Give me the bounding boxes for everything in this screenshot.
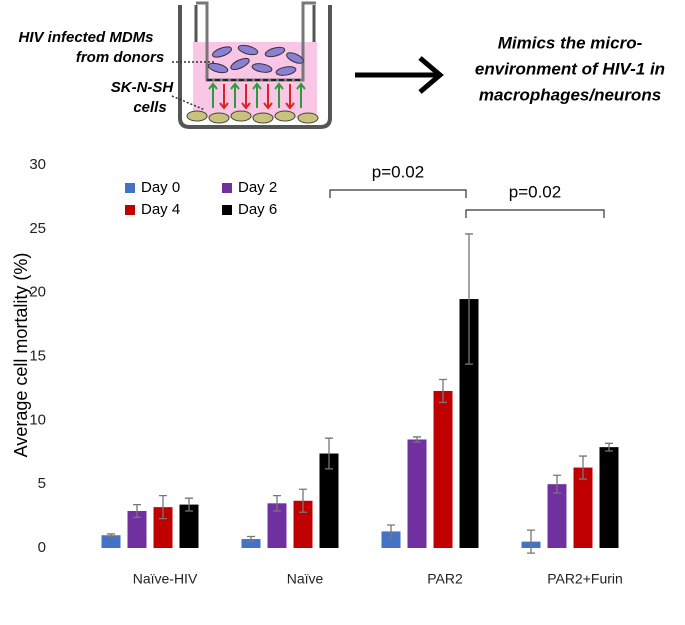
y-tick-label: 20 [29, 284, 46, 301]
y-tick-label: 25 [29, 220, 46, 237]
neurons [186, 110, 319, 124]
x-tick-label: PAR2+Furin [547, 571, 623, 587]
error-bar [159, 495, 167, 520]
error-bar [107, 533, 115, 538]
caption: environment of HIV-1 in [475, 59, 665, 78]
y-tick-label: 15 [29, 347, 46, 364]
error-bar [185, 497, 193, 512]
error-bar [247, 535, 255, 543]
legend-swatch [125, 183, 135, 193]
well [178, 5, 332, 129]
legend-label: Day 6 [238, 201, 277, 218]
error-bar [413, 436, 421, 443]
label-mdm: from donors [76, 49, 164, 66]
transwell-diagram [171, 1, 444, 129]
error-bar [465, 233, 473, 365]
legend-label: Day 4 [141, 201, 180, 218]
caption: Mimics the micro- [498, 33, 643, 52]
bar [459, 299, 479, 548]
bar [573, 467, 593, 548]
label-sknsh: cells [133, 99, 166, 116]
well-inner [194, 5, 316, 42]
bar [293, 500, 313, 548]
y-tick-label: 30 [29, 156, 46, 173]
error-bar [439, 378, 447, 404]
error-bar [273, 495, 281, 512]
bar [381, 531, 401, 548]
error-bar [579, 455, 587, 480]
error-bar [527, 529, 535, 554]
macrophages [207, 44, 304, 76]
bar [433, 390, 453, 548]
x-tick-label: Naïve-HIV [133, 571, 198, 587]
bar [241, 539, 261, 548]
bar [547, 484, 567, 548]
y-tick-label: 10 [29, 411, 46, 428]
legend-swatch [125, 205, 135, 215]
bar [599, 447, 619, 548]
bar [153, 507, 173, 548]
annotation: p=0.02 [372, 162, 424, 181]
legend-label: Day 2 [238, 179, 277, 196]
y-tick-label: 0 [38, 539, 46, 556]
annotation: p=0.02 [509, 182, 561, 201]
bar [319, 453, 339, 548]
legend-label: Day 0 [141, 179, 180, 196]
pointer [171, 95, 206, 111]
x-tick-label: Naïve [287, 571, 324, 587]
label-mdm: HIV infected MDMs [18, 29, 153, 46]
error-bar [553, 474, 561, 494]
error-bar [133, 503, 141, 519]
error-bar [605, 442, 613, 452]
legend-swatch [222, 205, 232, 215]
significance-bracket [465, 209, 605, 218]
caption: macrophages/neurons [479, 85, 661, 104]
error-bar [325, 437, 333, 470]
bar [267, 503, 287, 548]
legend-swatch [222, 183, 232, 193]
bar [407, 439, 427, 548]
exchange-arrows [208, 82, 306, 110]
y-axis-title: Average cell mortality (%) [11, 253, 31, 458]
bar [127, 510, 147, 548]
error-bar [299, 488, 307, 513]
bar [179, 504, 199, 548]
bar [101, 535, 121, 548]
label-sknsh: SK-N-SH [111, 79, 175, 96]
arrow [355, 56, 444, 94]
error-bar [387, 524, 395, 539]
significance-bracket [329, 189, 467, 198]
x-tick-label: PAR2 [427, 571, 463, 587]
y-tick-label: 5 [38, 475, 46, 492]
